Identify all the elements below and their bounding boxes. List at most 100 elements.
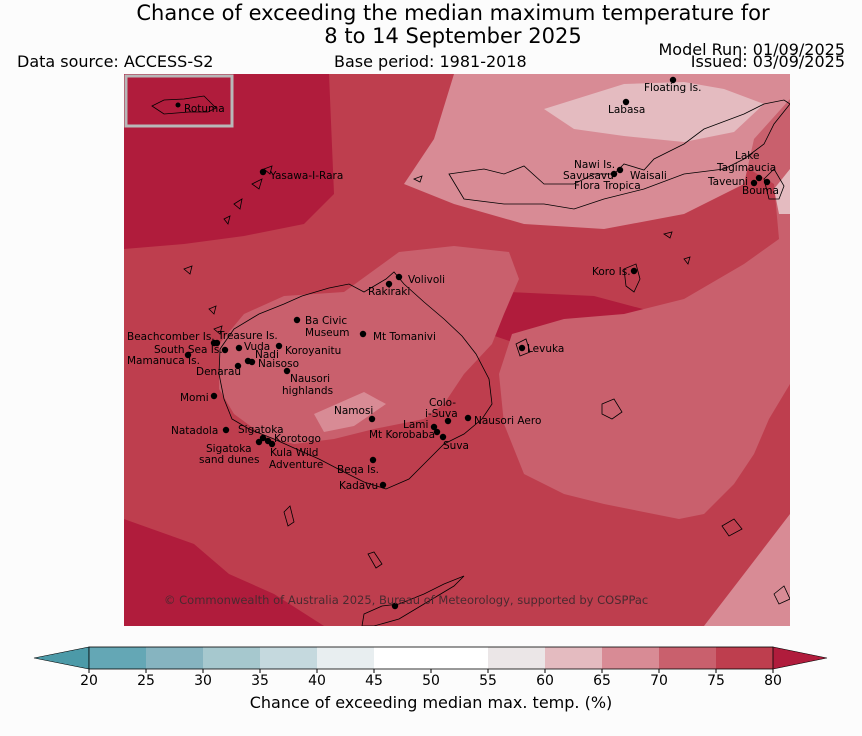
colorbar-bin bbox=[716, 647, 774, 669]
pacific-harbour-dot bbox=[369, 456, 377, 464]
rakiraki-dot bbox=[385, 280, 393, 288]
labasa-label: Labasa bbox=[608, 104, 645, 116]
colorbar-tick-label: 55 bbox=[479, 673, 497, 689]
rotuma-inset bbox=[124, 74, 234, 128]
mamanuca-is-dot bbox=[184, 351, 192, 359]
denarau-dot bbox=[234, 362, 242, 370]
base-period: Base period: 1981-2018 bbox=[334, 52, 527, 71]
yasawa-i-rara-label: Yasawa-I-Rara bbox=[269, 170, 343, 182]
colo-i-suva-label-2: i-Suva bbox=[425, 408, 458, 420]
model-run: Model Run: 01/09/2025 bbox=[658, 40, 846, 59]
colorbar-bins bbox=[89, 647, 774, 669]
lami-dot bbox=[430, 423, 438, 431]
mt-tomanivi-label: Mt Tomanivi bbox=[373, 331, 436, 343]
colorbar-bin bbox=[431, 647, 489, 669]
koro-is-dot bbox=[630, 267, 638, 275]
ba-civic-label-2: Museum bbox=[305, 327, 350, 339]
naisoso-dot bbox=[248, 358, 256, 366]
colorbar-under-arrow bbox=[33, 646, 90, 670]
nausori-highlands-label-1: Nausori bbox=[290, 373, 330, 385]
chart-title: Chance of exceeding the median maximum t… bbox=[0, 2, 862, 48]
suva-label: Suva bbox=[443, 440, 469, 452]
mt-tomanivi-dot bbox=[359, 330, 367, 338]
treasure-is-dot bbox=[213, 339, 221, 347]
waisali-label: Waisali bbox=[630, 170, 667, 182]
lake-tagimaucia-label-2: Tagimaucia bbox=[716, 162, 776, 174]
colorbar-tick-label: 30 bbox=[194, 673, 212, 689]
colorbar-tick-label: 35 bbox=[251, 673, 269, 689]
rotuma-label: Rotuma bbox=[184, 103, 225, 115]
colorbar-ticks: 20 25 30 35 40 45 50 55 60 65 70 75 80 bbox=[80, 669, 782, 689]
korotogo-label: Korotogo bbox=[274, 433, 321, 445]
contour-65-namosi bbox=[314, 392, 386, 432]
probability-map: Rotuma Floating Is. Labasa Nawi Is. Savu… bbox=[124, 74, 790, 626]
colorbar-bin bbox=[317, 647, 375, 669]
floating-is-dot bbox=[669, 76, 677, 84]
mamanuca-islands-coast bbox=[183, 265, 223, 335]
rotuma-dot bbox=[175, 102, 181, 108]
kadavu-dot bbox=[391, 602, 399, 610]
floating-is-label: Floating Is. bbox=[644, 82, 701, 94]
rakiraki-label: Rakiraki bbox=[368, 286, 410, 298]
volivoli-dot bbox=[395, 273, 403, 281]
colorbar-bin bbox=[659, 647, 717, 669]
nawi-is-dot bbox=[616, 166, 624, 174]
levuka-label: Levuka bbox=[527, 343, 564, 355]
colorbar: 20 25 30 35 40 45 50 55 60 65 70 75 80 Chance of exc… bbox=[33, 646, 828, 712]
suva-dot bbox=[439, 433, 447, 441]
sigatoka-sand-dunes-label-2: sand dunes bbox=[199, 454, 259, 466]
taveuni-label: Taveuni bbox=[707, 176, 748, 188]
koro-coast bbox=[623, 263, 641, 293]
vanua-levu-coast bbox=[448, 99, 790, 210]
colorbar-bin bbox=[374, 647, 432, 669]
treasure-is-label: Treasure Is. bbox=[217, 330, 278, 342]
colorbar-tick-label: 45 bbox=[365, 673, 383, 689]
colorbar-tick-label: 20 bbox=[80, 673, 98, 689]
colorbar-tick-label: 70 bbox=[650, 673, 668, 689]
namosi-label: Namosi bbox=[334, 405, 373, 417]
colorbar-tick-label: 80 bbox=[764, 673, 782, 689]
beachcomber-is-label: Beachcomber Is. bbox=[127, 331, 215, 343]
southeast-islet-coast bbox=[773, 585, 790, 605]
gau-coast bbox=[601, 398, 623, 420]
colo-i-suva-dot bbox=[444, 417, 452, 425]
kula-wild-label-2: Adventure bbox=[269, 459, 323, 471]
colorbar-over-arrow bbox=[772, 646, 828, 670]
copyright-notice: © Commonwealth of Australia 2025, Bureau… bbox=[164, 593, 648, 607]
labasa-dot bbox=[622, 98, 630, 106]
levuka-dot bbox=[518, 344, 526, 352]
nausori-aero-dot bbox=[464, 414, 472, 422]
kula-wild-adventure-dot bbox=[268, 440, 276, 448]
colorbar-bin bbox=[146, 647, 204, 669]
sigatoka-sand-dunes-label-1: Sigatoka bbox=[206, 443, 252, 455]
yasawa-islands-coast bbox=[223, 165, 273, 225]
colorbar-bin bbox=[203, 647, 261, 669]
vuda-label: Vuda bbox=[244, 341, 270, 353]
ovalau-coast bbox=[515, 338, 531, 357]
koroyanitu-dot bbox=[275, 342, 283, 350]
mt-korobaba-dot bbox=[433, 428, 441, 436]
colorbar-tick-label: 25 bbox=[137, 673, 155, 689]
natadola-label: Natadola bbox=[171, 425, 218, 437]
flora-tropica-label: Flora Tropica bbox=[574, 180, 641, 192]
colorbar-tick-label: 40 bbox=[308, 673, 326, 689]
south-sea-is-label: South Sea Is. bbox=[154, 344, 223, 356]
savusavu-dot bbox=[610, 170, 618, 178]
bouma-label: Bouma bbox=[742, 185, 779, 197]
issued-date: Issued: 03/09/2025 bbox=[690, 52, 845, 71]
vatulele-coast bbox=[283, 505, 295, 527]
mt-korobaba-label: Mt Korobaba bbox=[369, 429, 435, 441]
taveuni-coast bbox=[763, 168, 785, 200]
colorbar-bin bbox=[545, 647, 603, 669]
momi-label: Momi bbox=[180, 392, 209, 404]
nawi-is-label: Nawi Is. bbox=[574, 159, 615, 171]
place-markers: Floating Is. Labasa Nawi Is. Savusavu Wa… bbox=[127, 76, 779, 610]
nausori-highlands-dot bbox=[283, 367, 291, 375]
nausori-highlands-label-2: highlands bbox=[282, 385, 333, 397]
title-line-1: Chance of exceeding the median maximum t… bbox=[136, 1, 770, 25]
ba-civic-label-1: Ba Civic bbox=[305, 315, 347, 327]
ba-civic-museum-dot bbox=[293, 316, 301, 324]
mamanuca-is-label: Mamanuca Is. bbox=[127, 355, 200, 367]
denarau-label: Denarau bbox=[196, 366, 241, 378]
rotuma-outline bbox=[151, 95, 217, 115]
